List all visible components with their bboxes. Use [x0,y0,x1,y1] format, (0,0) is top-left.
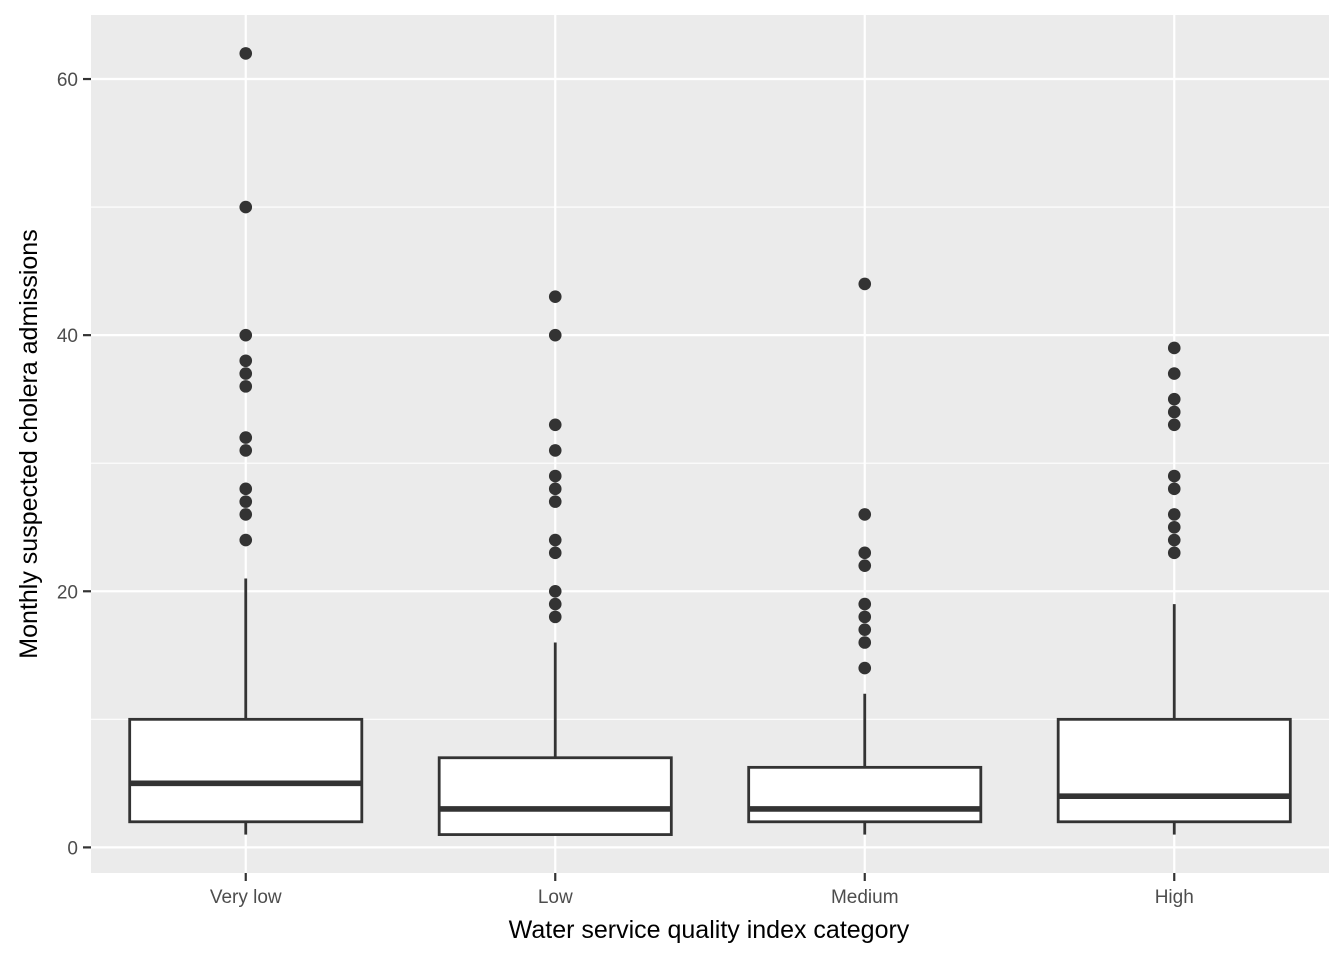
outlier-point [1167,469,1181,483]
outlier-point [548,597,562,611]
outlier-point [1167,520,1181,534]
outlier-point [858,623,872,636]
x-tick-label: Very low [210,887,282,908]
outlier-point [239,354,253,368]
outlier-point [1167,367,1181,380]
box-iqr [128,717,364,824]
outlier-point [548,610,562,624]
box-iqr [1056,717,1292,824]
outlier-point [858,559,872,572]
outlier-point [548,328,562,342]
outlier-point [548,546,562,560]
x-tick-label: Low [538,887,573,908]
x-tick-label: High [1155,887,1194,908]
outlier-point [1167,341,1181,355]
outlier-point [548,495,562,508]
outlier-point [239,444,253,457]
y-tick-label: 20 [57,582,78,603]
outlier-point [548,533,562,547]
outlier-point [548,584,562,598]
box-group [437,290,673,836]
outlier-point [1167,418,1181,432]
outlier-point [858,277,872,291]
outlier-point [239,47,253,60]
outlier-point [1167,533,1181,547]
outlier-point [239,328,253,342]
outlier-point [858,597,872,611]
box-iqr [747,765,983,824]
outlier-point [858,610,872,624]
box-group [747,277,983,835]
outlier-point [239,482,253,496]
boxes-layer [128,47,1292,836]
outlier-point [548,444,562,457]
outlier-point [239,367,253,380]
outlier-point [239,431,253,444]
outlier-point [858,508,872,521]
y-axis-title: Monthly suspected cholera admissions [15,229,43,658]
outlier-point [239,495,253,508]
outlier-point [548,290,562,304]
outlier-point [1167,508,1181,521]
x-tick-label: Medium [831,887,899,908]
outlier-point [239,200,253,214]
outlier-point [548,418,562,432]
box-group [128,47,364,835]
outlier-point [858,546,872,560]
outlier-point [239,508,253,521]
outlier-point [1167,546,1181,560]
outlier-point [239,380,253,393]
outlier-point [1167,482,1181,496]
box-iqr [437,756,673,836]
outlier-point [548,469,562,483]
outlier-point [858,661,872,675]
box-group [1056,341,1292,835]
outlier-point [548,482,562,496]
y-tick-label: 60 [57,70,78,91]
outlier-point [1167,405,1181,419]
y-tick-label: 40 [57,326,78,347]
outlier-point [239,533,253,547]
outlier-point [1167,392,1181,406]
y-tick-label: 0 [67,838,78,859]
axes-layer: 0 20 40 60 Very low Low Medium High [57,70,1194,908]
outlier-point [858,636,872,649]
x-axis-title: Water service quality index category [509,916,910,944]
